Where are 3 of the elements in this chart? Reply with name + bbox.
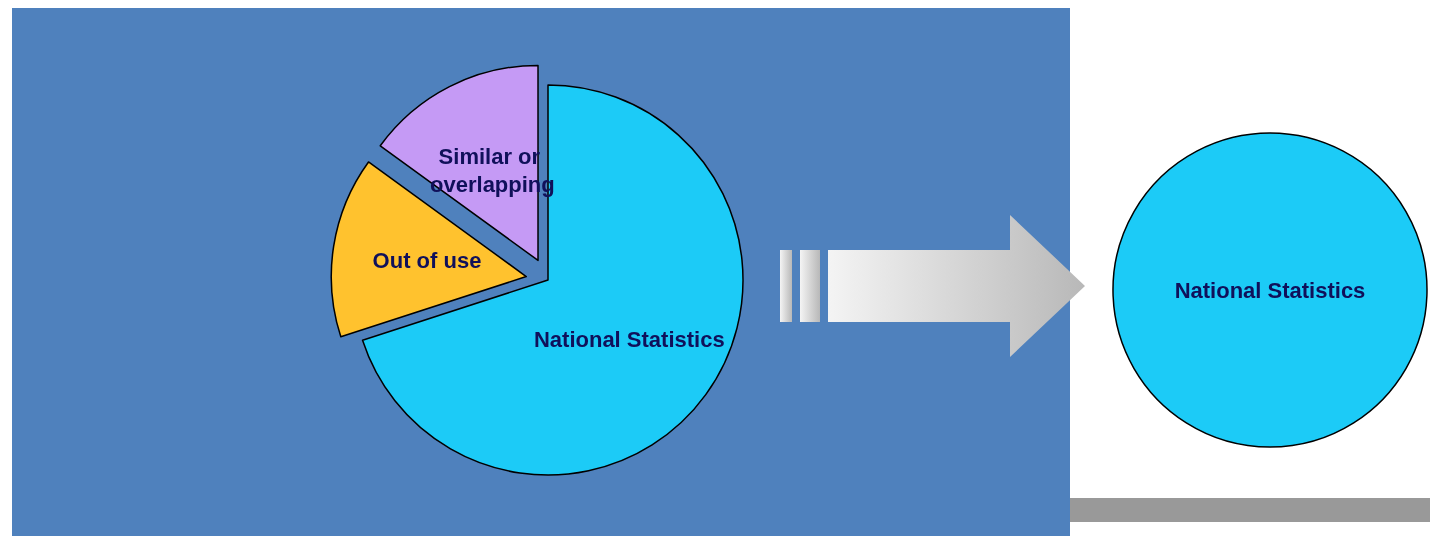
slice-label: National Statistics (1174, 277, 1366, 303)
slice-label: Out of use (372, 248, 482, 274)
slice-label: National Statistics (533, 326, 725, 352)
